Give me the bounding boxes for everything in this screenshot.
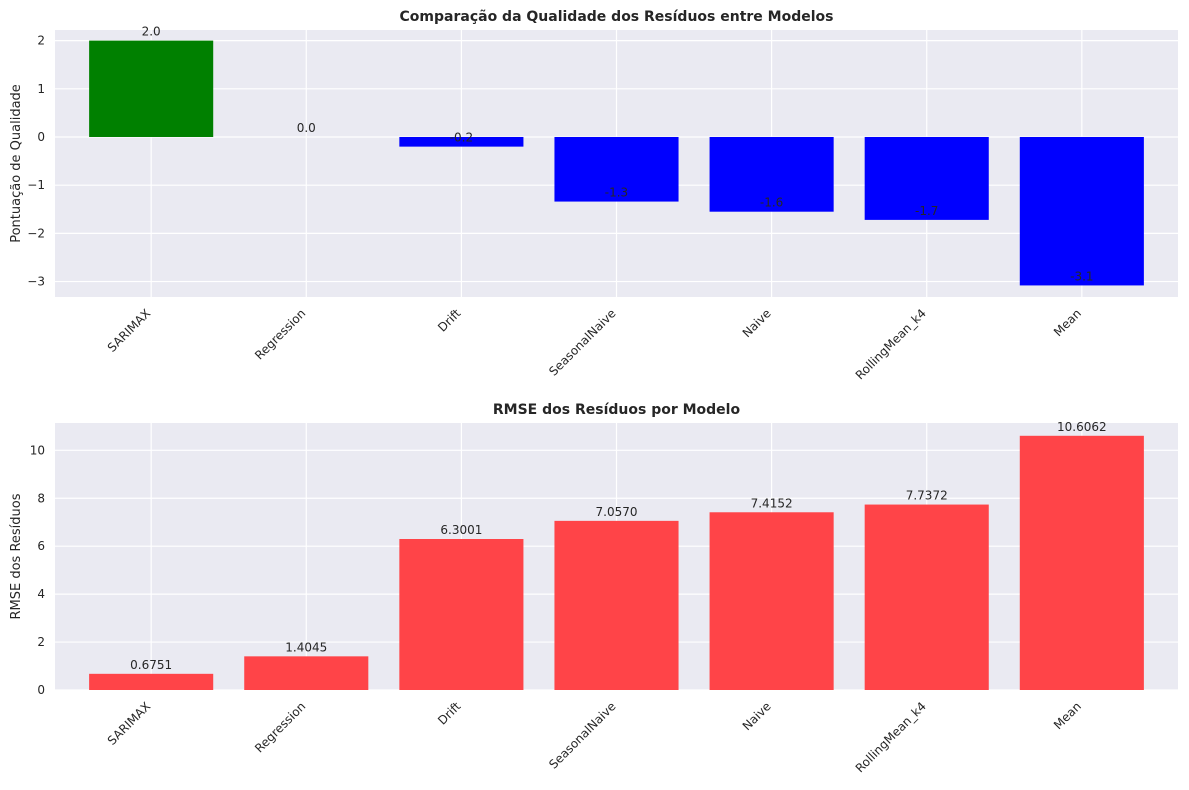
y-axis-label: Pontuação de Qualidade bbox=[9, 84, 24, 243]
y-tick-label: −3 bbox=[27, 275, 45, 289]
bar-naive bbox=[709, 136, 834, 212]
x-tick-label: Naive bbox=[740, 699, 774, 733]
bar-sarimax bbox=[89, 673, 214, 690]
bar-sarimax bbox=[89, 40, 214, 137]
y-tick-label: 4 bbox=[37, 587, 45, 601]
x-tick-label: SARIMAX bbox=[105, 699, 154, 748]
x-tick-label: Drift bbox=[435, 306, 464, 335]
data-label: -3.1 bbox=[1070, 269, 1093, 283]
chart-title: RMSE dos Resíduos por Modelo bbox=[493, 402, 741, 418]
y-tick-label: −2 bbox=[27, 226, 45, 240]
data-label: -0.2 bbox=[450, 131, 473, 145]
bar-regression bbox=[244, 656, 369, 690]
x-tick-label: RollingMean_k4 bbox=[853, 306, 929, 382]
x-tick-label: SARIMAX bbox=[105, 306, 154, 355]
data-label: 0.6751 bbox=[130, 658, 172, 672]
chart-panel-1: 2.0 0.0 -0.2 -1.3 -1.6 -1.7 -3.1 −3 −2 −1 0 1 2 SARIM… bbox=[9, 9, 1178, 382]
data-label: 2.0 bbox=[142, 25, 161, 39]
bar-seasonalnaive bbox=[554, 520, 679, 690]
chart-panel-2: 0.6751 1.4045 6.3001 7.0570 7.4152 7.7372 10.6… bbox=[9, 402, 1178, 775]
y-tick-label: 0 bbox=[37, 130, 45, 144]
x-tick-label: Mean bbox=[1051, 306, 1084, 339]
data-label: -1.7 bbox=[915, 204, 938, 218]
bar-naive bbox=[709, 512, 834, 690]
y-tick-label: 10 bbox=[30, 443, 45, 457]
y-tick-label: 0 bbox=[37, 683, 45, 697]
bar-seasonalnaive bbox=[554, 136, 679, 202]
y-tick-label: 8 bbox=[37, 491, 45, 505]
chart-title: Comparação da Qualidade dos Resíduos ent… bbox=[400, 9, 834, 25]
x-tick-label: SeasonalNaive bbox=[546, 306, 618, 378]
data-label: 10.6062 bbox=[1057, 420, 1107, 434]
data-label: 6.3001 bbox=[440, 523, 482, 537]
bar-drift bbox=[399, 539, 524, 690]
bar-rollingmean-k4 bbox=[864, 136, 989, 220]
bar-mean bbox=[1019, 136, 1144, 286]
data-label: 7.4152 bbox=[751, 496, 793, 510]
y-axis-label: RMSE dos Resíduos bbox=[9, 493, 24, 619]
data-label: 0.0 bbox=[297, 121, 316, 135]
x-tick-label: RollingMean_k4 bbox=[853, 699, 929, 775]
x-tick-label: Regression bbox=[252, 306, 308, 362]
y-tick-label: 6 bbox=[37, 539, 45, 553]
bar-mean bbox=[1019, 435, 1144, 690]
y-tick-label: 2 bbox=[37, 635, 45, 649]
data-label: 7.0570 bbox=[596, 505, 638, 519]
data-label: -1.3 bbox=[605, 186, 628, 200]
data-label: -1.6 bbox=[760, 196, 783, 210]
x-tick-label: SeasonalNaive bbox=[546, 699, 618, 771]
x-tick-label: Regression bbox=[252, 699, 308, 755]
x-tick-label: Naive bbox=[740, 306, 774, 340]
data-label: 1.4045 bbox=[285, 640, 327, 654]
y-tick-label: 1 bbox=[37, 82, 45, 96]
bar-rollingmean-k4 bbox=[864, 504, 989, 690]
y-tick-label: −1 bbox=[27, 178, 45, 192]
data-label: 7.7372 bbox=[906, 489, 948, 503]
bar-drift bbox=[399, 136, 524, 147]
x-tick-label: Drift bbox=[435, 699, 464, 728]
y-tick-label: 2 bbox=[37, 34, 45, 48]
x-tick-label: Mean bbox=[1051, 699, 1084, 732]
